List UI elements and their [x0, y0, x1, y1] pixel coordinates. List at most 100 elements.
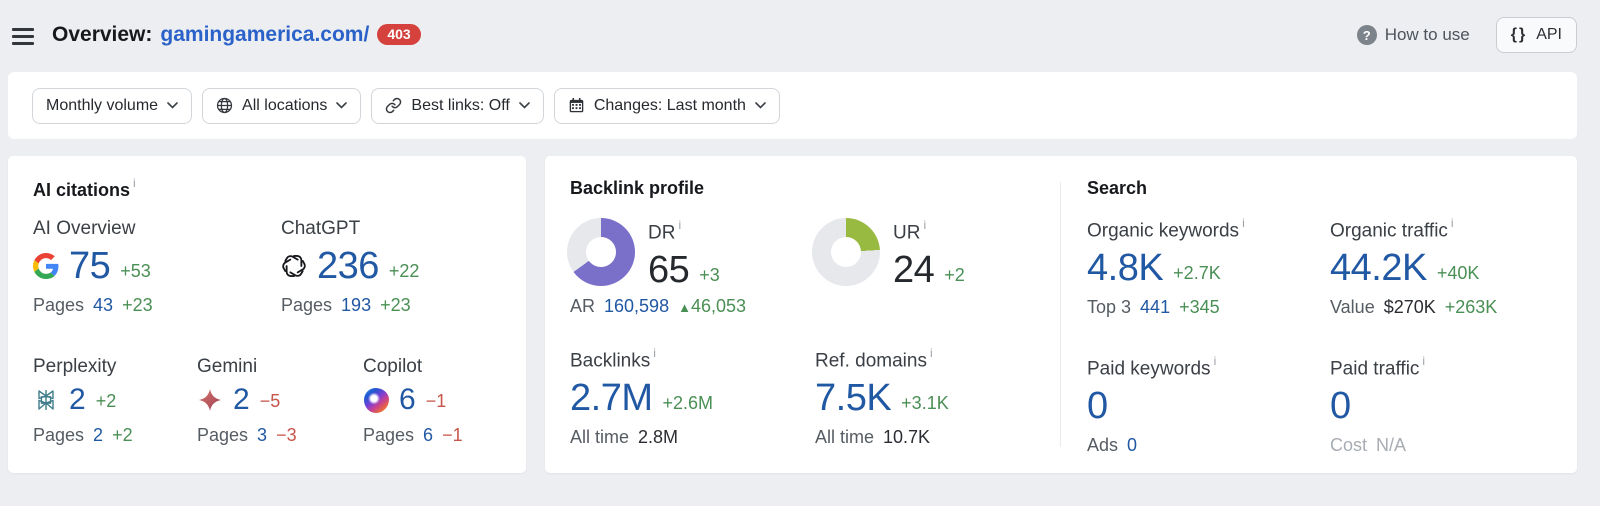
info-icon[interactable]: i [1242, 216, 1245, 230]
metric-value[interactable]: 6 [399, 383, 416, 416]
metric-chatgpt: ChatGPT 236 +22 Pages 193 +23 [281, 218, 419, 316]
dr-label: DR i [648, 218, 682, 244]
metric-label: Gemini [197, 356, 258, 377]
dr-gauge: DR i 65 +3 [567, 218, 720, 289]
info-icon[interactable]: i [653, 346, 656, 360]
perplexity-icon [33, 387, 59, 413]
dr-value: 65 [648, 249, 690, 292]
metric-value[interactable]: 0 [1330, 385, 1351, 428]
pages-value[interactable]: 43 [93, 295, 114, 315]
metric-value[interactable]: 2 [233, 383, 250, 416]
metric-value[interactable]: 236 [317, 245, 379, 287]
ads-label: Ads [1087, 435, 1119, 456]
metric-value[interactable]: 2.7M [570, 377, 653, 420]
pages-delta: +23 [122, 295, 153, 315]
metric-label: ChatGPT [281, 218, 361, 239]
metric-paid-keywords: Paid keywords i 0 Ads 0 [1087, 354, 1217, 456]
metric-organic-keywords: Organic keywords i 4.8K +2.7K Top 3 441 +… [1087, 216, 1245, 318]
pages-delta: +23 [380, 295, 411, 315]
globe-icon [216, 97, 233, 114]
info-icon[interactable]: i [923, 218, 927, 232]
metric-value[interactable]: 7.5K [815, 377, 892, 420]
info-icon[interactable]: i [678, 218, 682, 232]
search-title: Search [1087, 178, 1148, 198]
metric-delta: +22 [388, 261, 420, 281]
question-icon: ? [1356, 25, 1377, 45]
dr-donut-chart [567, 218, 635, 286]
ar-rank: AR 160,598 ▲46,053 [570, 296, 746, 317]
metric-label: Paid keywords i [1087, 354, 1217, 380]
ar-value[interactable]: 160,598 [604, 296, 670, 316]
metric-value[interactable]: 44.2K [1330, 247, 1427, 290]
google-icon [33, 253, 59, 279]
metric-ai-overview: AI Overview 75 +53 Pages 43 +23 [33, 218, 153, 316]
metric-label: Ref. domains i [815, 346, 933, 372]
pages-value[interactable]: 2 [93, 425, 104, 445]
chevron-down-icon [336, 102, 348, 109]
ur-donut-chart [812, 218, 880, 286]
pages-label: Pages [197, 425, 249, 445]
braces-icon: {} [1510, 26, 1528, 43]
metric-value[interactable]: 4.8K [1087, 247, 1164, 290]
ai-citations-card: AI citations i AI Overview 75 +53 Pages 4… [8, 156, 526, 473]
ai-citations-title: AI citations i [33, 176, 136, 200]
top3-value[interactable]: 441 [1140, 297, 1171, 318]
ur-gauge: UR i 24 +2 [812, 218, 965, 289]
chevron-down-icon [755, 102, 766, 109]
top3-delta: +345 [1179, 297, 1220, 318]
link-icon [386, 97, 402, 114]
metric-paid-traffic: Paid traffic i 0 Cost N/A [1330, 354, 1426, 456]
copilot-icon [363, 387, 389, 413]
backlink-search-card: Backlink profile DR i 65 +3 UR i 24 +2 [545, 156, 1577, 473]
pages-label: Pages [33, 425, 85, 445]
page-title-text: Overview: [52, 23, 153, 46]
volume-mode-dropdown[interactable]: Monthly volume [32, 87, 193, 124]
metric-perplexity: Perplexity 2 +2 Pages 2 +2 [33, 356, 133, 446]
metric-value[interactable]: 75 [69, 245, 111, 287]
pages-value[interactable]: 193 [341, 295, 372, 315]
alltime-value: 10.7K [883, 427, 931, 448]
metric-value[interactable]: 2 [69, 383, 86, 416]
changes-period-dropdown[interactable]: Changes: Last month [553, 87, 780, 124]
info-icon[interactable]: i [1213, 354, 1217, 368]
metric-delta: +40K [1436, 263, 1480, 284]
api-button[interactable]: {} API [1495, 17, 1577, 53]
metric-gemini: Gemini 2 −5 Pages 3 −3 [197, 356, 297, 446]
metric-delta: −1 [425, 391, 447, 411]
value-delta: +263K [1444, 297, 1498, 318]
pages-label: Pages [363, 425, 415, 445]
metric-delta: +3.1K [901, 393, 949, 414]
metric-delta: +2.7K [1173, 263, 1221, 284]
metric-value[interactable]: 0 [1087, 385, 1108, 428]
info-icon[interactable]: i [133, 176, 136, 190]
chevron-down-icon [167, 102, 178, 109]
volume-mode-label: Monthly volume [46, 96, 159, 114]
info-icon[interactable]: i [929, 346, 933, 360]
metric-delta: +2.6M [662, 393, 714, 414]
metric-label: Copilot [363, 356, 423, 377]
info-icon[interactable]: i [1450, 216, 1454, 230]
cost-value: N/A [1376, 435, 1407, 456]
top3-label: Top 3 [1087, 297, 1132, 318]
pages-value[interactable]: 3 [257, 425, 268, 445]
ads-value[interactable]: 0 [1127, 435, 1138, 456]
metric-delta: +53 [120, 261, 151, 281]
dr-delta: +3 [699, 265, 720, 286]
info-icon[interactable]: i [1422, 354, 1426, 368]
metric-label: Backlinks i [570, 346, 656, 372]
hamburger-menu-icon[interactable] [12, 27, 34, 45]
best-links-dropdown[interactable]: Best links: Off [371, 87, 544, 124]
metric-label: Organic keywords i [1087, 216, 1245, 242]
pages-value[interactable]: 6 [423, 425, 434, 445]
alltime-label: All time [815, 427, 875, 448]
pages-label: Pages [33, 295, 85, 315]
how-to-use-link[interactable]: ? How to use [1356, 25, 1470, 45]
domain-link[interactable]: gamingamerica.com/ [160, 23, 370, 46]
locations-dropdown[interactable]: All locations [202, 87, 362, 124]
metric-label: Organic traffic i [1330, 216, 1454, 242]
changes-period-label: Changes: Last month [593, 96, 746, 114]
up-arrow-icon: ▲ [678, 300, 691, 315]
pages-delta: −1 [442, 425, 463, 445]
ur-label: UR i [893, 218, 927, 244]
